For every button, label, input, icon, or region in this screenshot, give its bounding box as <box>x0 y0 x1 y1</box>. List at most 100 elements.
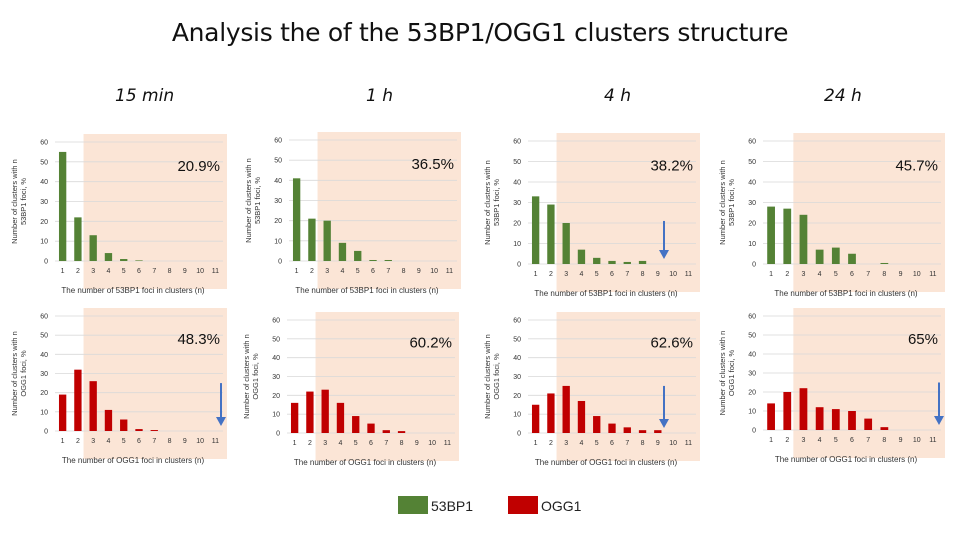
y-tick-label: 60 <box>274 138 282 145</box>
shaded-region <box>556 312 700 461</box>
shaded-region <box>317 132 461 289</box>
x-tick-label: 11 <box>212 268 219 275</box>
x-tick-label: 9 <box>656 440 660 447</box>
x-tick-label: 5 <box>122 438 126 445</box>
x-tick-label: 3 <box>564 271 568 278</box>
bar-8 <box>638 260 647 264</box>
y-tick-label: 20 <box>748 390 756 397</box>
x-tick-label: 10 <box>196 438 204 445</box>
bar-8 <box>638 430 647 433</box>
share-annotation: 20.9% <box>177 158 220 175</box>
x-tick-label: 2 <box>76 268 80 275</box>
x-tick-label: 2 <box>549 271 553 278</box>
x-tick-label: 8 <box>400 440 404 447</box>
x-tick-label: 2 <box>549 440 553 447</box>
x-tick-label: 10 <box>669 271 677 278</box>
y-tick-label: 50 <box>748 333 756 340</box>
x-axis-title: The number of 53BP1 foci in clusters (n) <box>534 289 678 298</box>
x-tick-label: 1 <box>534 440 538 447</box>
bar-2 <box>547 393 555 433</box>
x-tick-label: 11 <box>446 268 453 275</box>
chart-panel: 0 10 20 30 40 50 60 1 2 3 4 5 6 7 8 9 10 11 The number of … <box>483 312 700 467</box>
bar-7 <box>150 430 158 431</box>
x-tick-label: 9 <box>415 440 419 447</box>
y-tick-label: 50 <box>40 333 48 340</box>
y-tick-label: 40 <box>272 355 280 362</box>
share-annotation: 48.3% <box>177 331 220 348</box>
y-tick-label: 40 <box>274 178 282 185</box>
bar-3 <box>89 235 97 261</box>
bar-5 <box>831 247 840 264</box>
x-tick-label: 2 <box>785 271 789 278</box>
x-tick-label: 3 <box>564 440 568 447</box>
bar-4 <box>104 409 113 431</box>
bar-3 <box>89 381 97 431</box>
x-tick-label: 1 <box>61 268 65 275</box>
bar-2 <box>306 391 314 433</box>
x-tick-label: 9 <box>899 437 903 444</box>
bar-3 <box>562 385 570 433</box>
arrow-down-icon <box>934 416 944 425</box>
x-tick-label: 7 <box>384 440 388 447</box>
bar-3 <box>799 214 808 264</box>
bar-5 <box>593 416 601 433</box>
x-tick-label: 6 <box>137 438 141 445</box>
shaded-region <box>556 133 700 292</box>
bar-9 <box>654 430 662 433</box>
x-tick-label: 6 <box>369 440 373 447</box>
bar-6 <box>848 253 856 264</box>
time-label-15min: 15 min <box>115 86 175 106</box>
shaded-region <box>83 308 227 459</box>
bar-7 <box>623 427 631 433</box>
x-tick-label: 9 <box>183 268 187 275</box>
chart-panel: 0 10 20 30 40 50 60 1 2 3 4 5 6 7 8 9 10 11 The number of … <box>718 133 945 298</box>
legend-label-ogg1: OGG1 <box>541 498 582 514</box>
bar-3 <box>562 223 570 264</box>
x-tick-label: 6 <box>850 271 854 278</box>
bar-2 <box>74 217 82 261</box>
legend-swatch-53bp1 <box>398 496 428 514</box>
legend: 53BP1 OGG1 <box>0 496 960 516</box>
chart-panel: 0 10 20 30 40 50 60 1 2 3 4 5 6 7 8 9 10 11 The number of … <box>242 312 459 467</box>
x-tick-label: 5 <box>354 440 358 447</box>
y-axis-title: Number of clusters with n53BP1 foci, % <box>483 160 501 245</box>
bar-4 <box>338 242 347 261</box>
x-tick-label: 6 <box>610 271 614 278</box>
x-tick-label: 8 <box>882 437 886 444</box>
y-tick-label: 60 <box>748 314 756 321</box>
y-tick-label: 10 <box>272 412 280 419</box>
y-tick-label: 20 <box>513 393 521 400</box>
y-tick-label: 10 <box>40 239 48 246</box>
x-tick-label: 4 <box>818 437 822 444</box>
y-tick-label: 0 <box>44 259 48 266</box>
x-tick-label: 8 <box>402 268 406 275</box>
bar-1 <box>767 206 775 264</box>
arrow-down-icon <box>216 417 226 426</box>
y-tick-label: 10 <box>513 412 521 419</box>
y-tick-label: 30 <box>40 199 48 206</box>
y-tick-label: 40 <box>748 180 756 187</box>
share-annotation: 60.2% <box>409 335 452 352</box>
y-tick-label: 30 <box>272 374 280 381</box>
y-tick-label: 40 <box>40 352 48 359</box>
y-tick-label: 30 <box>513 200 521 207</box>
x-tick-label: 9 <box>417 268 421 275</box>
x-axis-title: The number of 53BP1 foci in clusters (n) <box>774 289 918 298</box>
y-tick-label: 0 <box>278 259 282 266</box>
bar-7 <box>382 430 390 433</box>
y-tick-label: 60 <box>272 318 280 325</box>
bar-4 <box>815 407 824 430</box>
y-tick-label: 50 <box>274 158 282 165</box>
y-tick-label: 60 <box>40 140 48 147</box>
bar-4 <box>577 400 586 433</box>
bar-5 <box>593 257 601 264</box>
bar-3 <box>321 389 329 433</box>
page-title: Analysis the of the 53BP1/OGG1 clusters … <box>171 18 789 47</box>
shaded-region <box>793 133 945 292</box>
bar-6 <box>135 260 143 261</box>
x-tick-label: 2 <box>308 440 312 447</box>
x-axis-title: The number of 53BP1 foci in clusters (n) <box>295 286 439 295</box>
bar-7 <box>384 259 392 261</box>
x-tick-label: 5 <box>595 271 599 278</box>
x-tick-label: 10 <box>428 440 436 447</box>
